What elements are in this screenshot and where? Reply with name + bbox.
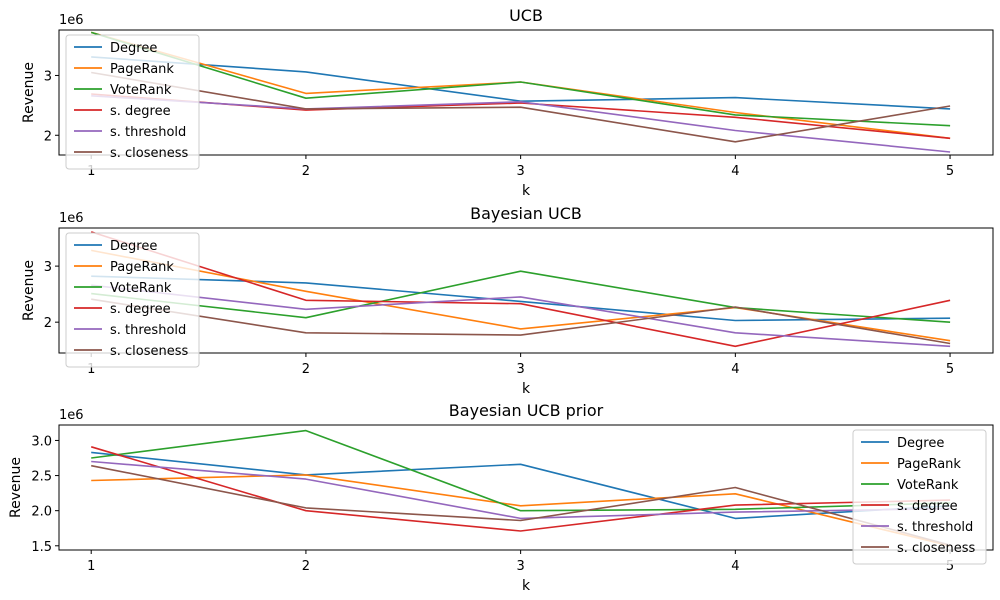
y-offset-label: 1e6: [59, 211, 84, 226]
legend-label-s-threshold: s. threshold: [897, 520, 973, 535]
plot-frame: [58, 29, 994, 156]
chart-title: UCB: [509, 6, 543, 25]
legend-label-voterank: VoteRank: [110, 281, 172, 296]
y-tick-label: 3: [44, 69, 52, 84]
series-line-s-degree: [90, 231, 951, 348]
x-tick-label: 4: [731, 362, 739, 377]
legend-label-s-degree: s. degree: [110, 104, 171, 119]
series-lines: [90, 429, 951, 547]
series-line-voterank: [91, 270, 951, 323]
y-tick-label: 1.5: [31, 540, 52, 555]
legend-label-voterank: VoteRank: [110, 83, 172, 98]
x-axis-label: k: [522, 578, 531, 594]
x-tick-label: 1: [87, 164, 95, 179]
legend-label-pagerank: PageRank: [110, 260, 174, 275]
y-offset-label: 1e6: [59, 408, 84, 423]
y-offset-label: 1e6: [59, 13, 84, 28]
x-tick-label: 3: [516, 362, 524, 377]
legend-label-degree: Degree: [110, 41, 157, 56]
x-tick-label: 5: [946, 362, 954, 377]
x-tick-label: 2: [302, 164, 310, 179]
chart-panel-1: UCB 1e6 1 2 3 4 5 2 3 k Revenue Degree PageRank VoteR…: [21, 6, 994, 199]
legend-label-voterank: VoteRank: [897, 478, 959, 493]
series-line-s-threshold: [91, 95, 951, 153]
legend-label-s-degree: s. degree: [897, 499, 958, 514]
legend-label-s-closeness: s. closeness: [110, 146, 189, 161]
series-line-voterank: [91, 429, 951, 512]
y-tick-label: 2.5: [31, 470, 52, 485]
x-tick-label: 1: [87, 362, 95, 377]
y-axis-label: Revenue: [8, 457, 24, 518]
x-tick-label: 4: [731, 164, 739, 179]
x-tick-label: 5: [946, 559, 954, 574]
series-line-voterank: [90, 31, 951, 127]
legend: Degree PageRank VoteRank s. degree s. thresh…: [852, 429, 987, 565]
chart-panel-3: Bayesian UCB prior 1e6 1 2 3 4 5 1.5 2.0 2.5 3.0 k R…: [8, 401, 994, 594]
legend-label-pagerank: PageRank: [110, 62, 174, 77]
series-lines: [90, 231, 951, 348]
y-axis-label: Revenue: [21, 260, 37, 321]
y-tick-label: 3.0: [31, 434, 52, 449]
chart-title: Bayesian UCB: [470, 204, 582, 223]
legend: Degree PageRank VoteRank s. degree s. thresh…: [65, 232, 200, 368]
y-axis-label: Revenue: [21, 62, 37, 123]
legend-label-pagerank: PageRank: [897, 457, 961, 472]
series-line-s-closeness: [91, 71, 951, 143]
x-tick-label: 3: [516, 559, 524, 574]
x-tick-label: 4: [731, 559, 739, 574]
series-line-pagerank: [90, 31, 951, 140]
legend: Degree PageRank VoteRank s. degree s. thresh…: [65, 34, 200, 170]
x-axis-label: k: [522, 381, 531, 397]
x-tick-label: 1: [87, 559, 95, 574]
x-tick-label: 2: [302, 559, 310, 574]
y-tick-label: 3: [44, 260, 52, 275]
plot-frame: [58, 424, 994, 551]
x-tick-label: 2: [302, 362, 310, 377]
x-tick-label: 3: [516, 164, 524, 179]
legend-label-s-degree: s. degree: [110, 302, 171, 317]
series-line-s-threshold: [91, 460, 951, 520]
series-line-s-closeness: [91, 298, 951, 345]
series-line-s-closeness: [91, 464, 951, 546]
legend-label-degree: Degree: [897, 436, 944, 451]
y-tick-label: 2: [44, 129, 52, 144]
legend-label-s-threshold: s. threshold: [110, 125, 186, 140]
plot-frame: [58, 227, 994, 354]
y-tick-label: 2: [44, 316, 52, 331]
legend-label-s-closeness: s. closeness: [897, 541, 976, 556]
x-axis-label: k: [522, 183, 531, 199]
legend-label-degree: Degree: [110, 239, 157, 254]
series-line-s-degree: [90, 446, 951, 532]
chart-panel-2: Bayesian UCB 1e6 1 2 3 4 5 2 3 k Revenue Degree Page…: [21, 204, 994, 397]
legend-label-s-threshold: s. threshold: [110, 323, 186, 338]
series-line-s-threshold: [91, 284, 951, 348]
chart-title: Bayesian UCB prior: [449, 401, 604, 420]
x-tick-label: 5: [946, 164, 954, 179]
legend-label-s-closeness: s. closeness: [110, 344, 189, 359]
series-lines: [90, 31, 951, 153]
series-line-degree: [91, 451, 951, 520]
y-tick-label: 2.0: [31, 505, 52, 520]
